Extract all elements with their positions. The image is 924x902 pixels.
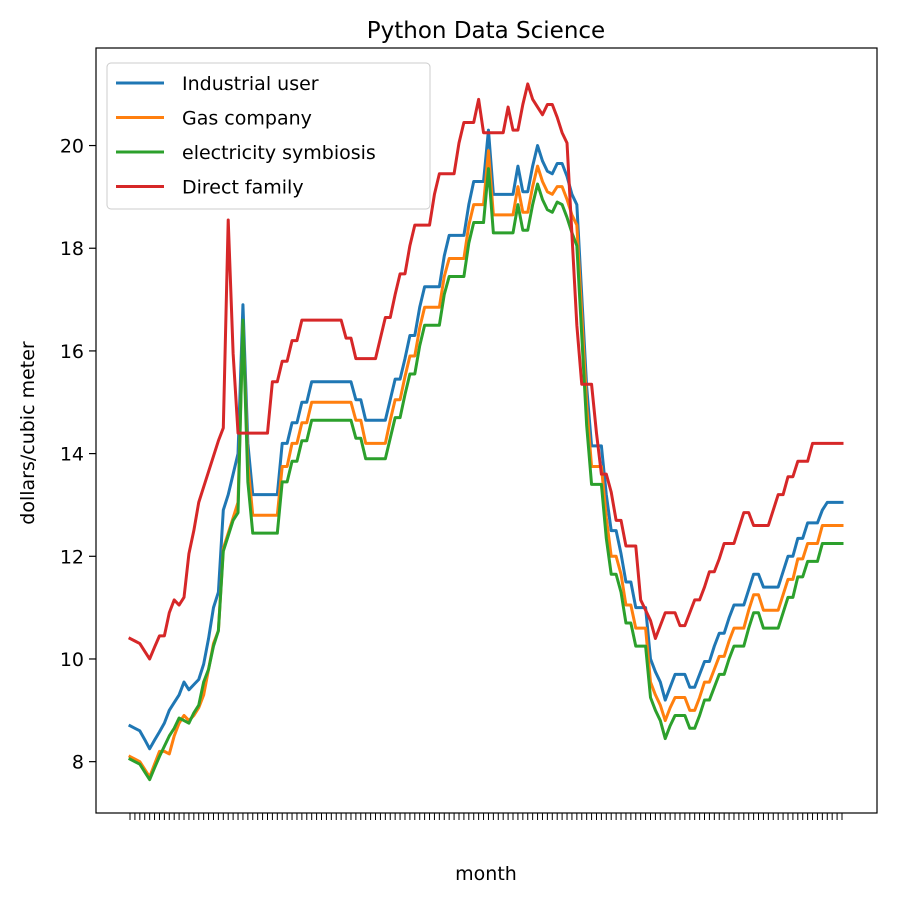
y-tick-label: 12	[60, 546, 84, 568]
chart-title: Python Data Science	[367, 18, 605, 44]
y-axis: 8 10 12 14 16 18 20	[60, 136, 96, 774]
y-tick-label: 20	[60, 136, 84, 158]
legend: Industrial user Gas company electricity sy…	[106, 62, 431, 210]
y-tick-label: 16	[60, 341, 84, 363]
axes-frame	[95, 47, 878, 814]
legend-label: Direct family	[182, 177, 304, 199]
x-axis-label: month	[455, 863, 517, 885]
series-line-3	[127, 167, 844, 782]
legend-label: electricity symbiosis	[182, 142, 376, 164]
legend-label: Gas company	[182, 108, 312, 130]
legend-label: Industrial user	[182, 73, 319, 95]
plot-area	[127, 82, 844, 782]
y-tick-label: 14	[60, 444, 84, 466]
x-axis	[129, 813, 843, 820]
series-line-4	[127, 82, 844, 661]
y-tick-label: 8	[72, 752, 84, 774]
y-tick-label: 10	[60, 649, 84, 671]
y-axis-label: dollars/cubic meter	[17, 341, 39, 525]
legend-box	[106, 62, 431, 210]
y-tick-label: 18	[60, 238, 84, 260]
